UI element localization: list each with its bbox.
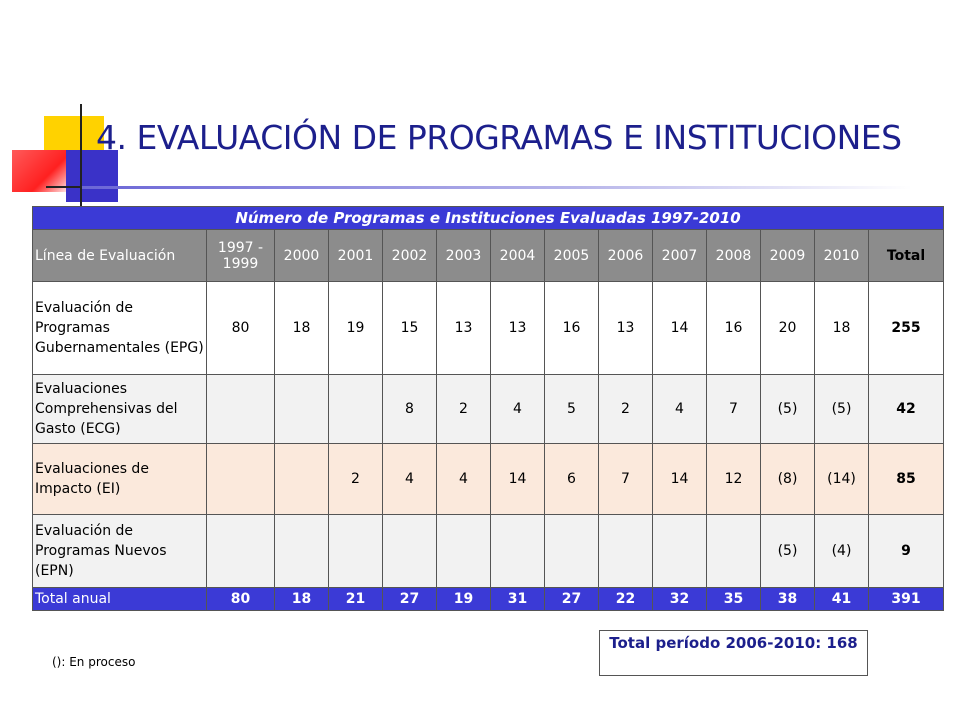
table-cell: 7 [598,443,653,515]
slide-title: 4. EVALUACIÓN DE PROGRAMAS E INSTITUCION… [96,118,902,157]
table-cell: 31 [490,586,545,612]
table-cell: 20 [760,281,815,375]
table-cell [206,514,275,588]
row-label: Total anual [32,586,207,612]
header-total: Total [867,229,945,282]
table-cell: 4 [652,374,707,444]
table-cell: 41 [814,586,869,612]
table-cell: 19 [436,586,491,612]
table-cell: 27 [382,586,437,612]
table-cell: 8 [382,374,437,444]
in-process-note: (): En proceso [52,655,136,669]
table-cell [274,514,329,588]
header-year: 2009 [760,229,815,282]
table-cell: 16 [706,281,761,375]
table-cell: 14 [490,443,545,515]
table-cell: 32 [652,586,707,612]
row-total: 255 [867,281,945,375]
table-cell [206,443,275,515]
table-cell [328,374,383,444]
row-total: 85 [867,443,945,515]
table-cell [706,514,761,588]
table-cell [652,514,707,588]
table-cell: 13 [490,281,545,375]
table-cell: 18 [274,281,329,375]
table-cell: 13 [436,281,491,375]
table-cell [328,514,383,588]
table-cell: 2 [598,374,653,444]
table-cell: (8) [760,443,815,515]
table-cell: 5 [544,374,599,444]
table-cell: 2 [328,443,383,515]
table-cell [382,514,437,588]
header-year: 2006 [598,229,653,282]
table-cell [274,443,329,515]
header-year: 2003 [436,229,491,282]
header-year: 2010 [814,229,869,282]
table-cell: 38 [760,586,815,612]
table-cell: 18 [814,281,869,375]
table-row-total-anual: Total anual 80 18 21 27 19 31 27 22 32 3… [32,586,945,612]
table-cell: 13 [598,281,653,375]
table-cell: 16 [544,281,599,375]
row-label: Evaluación de Programas Gubernamentales … [32,281,207,375]
header-year: 1997 - 1999 [206,229,275,282]
table-cell: 6 [544,443,599,515]
table-cell: 35 [706,586,761,612]
row-total: 9 [867,514,945,588]
table-row-epg: Evaluación de Programas Gubernamentales … [32,281,945,375]
header-year: 2004 [490,229,545,282]
table-caption: Número de Programas e Instituciones Eval… [31,206,945,230]
table-cell: (14) [814,443,869,515]
table-cell: (5) [814,374,869,444]
table-cell: 14 [652,281,707,375]
header-year: 2008 [706,229,761,282]
table-row-ecg: Evaluaciones Comprehensivas del Gasto (E… [32,374,945,444]
table-cell: 14 [652,443,707,515]
table-cell: 4 [382,443,437,515]
table-cell: 4 [490,374,545,444]
header-year: 2002 [382,229,437,282]
table-cell: (5) [760,374,815,444]
table-cell [544,514,599,588]
decorative-blue-square [66,150,118,202]
header-year: 2007 [652,229,707,282]
header-line-label: Línea de Evaluación [32,229,207,282]
table-cell: 18 [274,586,329,612]
table-row-ei: Evaluaciones de Impacto (EI) 2 4 4 14 6 … [32,443,945,515]
table-cell: 15 [382,281,437,375]
row-label: Evaluaciones Comprehensivas del Gasto (E… [32,374,207,444]
table-cell: 2 [436,374,491,444]
table-cell [490,514,545,588]
table-cell: (4) [814,514,869,588]
table-cell: 4 [436,443,491,515]
table-cell: 80 [206,281,275,375]
period-total-box: Total período 2006-2010: 168 [599,630,868,676]
table-cell: 27 [544,586,599,612]
table-header-row: Línea de Evaluación 1997 - 1999 2000 200… [32,229,945,282]
table-cell: 80 [206,586,275,612]
table-cell: 19 [328,281,383,375]
row-total: 391 [867,586,945,612]
row-label: Evaluación de Programas Nuevos (EPN) [32,514,207,588]
table-cell: 7 [706,374,761,444]
header-year: 2005 [544,229,599,282]
header-year: 2000 [274,229,329,282]
table-row-epn: Evaluación de Programas Nuevos (EPN) (5)… [32,514,945,588]
table-cell [206,374,275,444]
table-cell [274,374,329,444]
row-total: 42 [867,374,945,444]
decorative-vertical-line [80,104,82,208]
evaluations-table: Número de Programas e Instituciones Eval… [31,206,945,612]
table-cell: 12 [706,443,761,515]
header-year: 2001 [328,229,383,282]
row-label: Evaluaciones de Impacto (EI) [32,443,207,515]
table-cell [436,514,491,588]
table-cell: 22 [598,586,653,612]
table-cell: 21 [328,586,383,612]
decorative-red-square [12,150,72,192]
title-underline [82,186,912,189]
table-cell [598,514,653,588]
table-cell: (5) [760,514,815,588]
